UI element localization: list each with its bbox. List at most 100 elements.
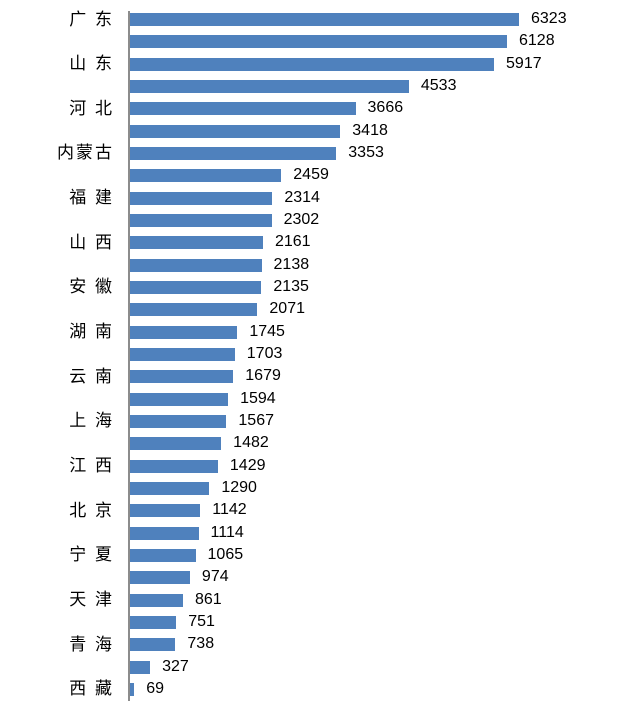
bar <box>130 258 262 272</box>
bar-row: 云 南 1679 <box>0 367 623 386</box>
bar-row: 751 <box>0 612 623 630</box>
category-label: 安 徽 <box>69 277 114 297</box>
bar <box>130 102 356 116</box>
bar-row: 1703 <box>0 344 623 362</box>
value-label: 69 <box>146 679 165 697</box>
bar <box>130 236 263 250</box>
bar-row: 3418 <box>0 121 623 139</box>
value-label: 1429 <box>229 456 266 474</box>
bar <box>130 660 151 674</box>
bar <box>130 370 234 384</box>
category-label: 湖 南 <box>69 322 114 342</box>
bar <box>130 414 227 428</box>
bar <box>130 303 258 317</box>
bar <box>130 124 341 138</box>
bar <box>130 571 190 585</box>
bar <box>130 280 262 294</box>
value-label: 2302 <box>283 210 320 228</box>
bar <box>130 57 494 71</box>
category-label: 云 南 <box>69 366 114 386</box>
bar-row: 湖 南 1745 <box>0 322 623 341</box>
value-label: 3418 <box>352 121 388 139</box>
value-label: 2161 <box>274 233 311 251</box>
value-label: 861 <box>194 590 222 608</box>
value-label: 1679 <box>245 367 281 385</box>
bar <box>130 638 176 652</box>
bar <box>130 35 507 49</box>
bar <box>130 615 177 629</box>
category-label: 宁 夏 <box>69 545 114 565</box>
category-label: 青 海 <box>69 634 114 654</box>
bar-row: 山 东 5917 <box>0 54 623 73</box>
value-label: 1745 <box>249 322 285 340</box>
value-label: 974 <box>201 568 229 586</box>
bar-row: 2302 <box>0 210 623 228</box>
bar-row: 西 藏 69 <box>0 679 623 698</box>
value-label: 4533 <box>420 76 457 94</box>
value-label: 3666 <box>367 99 404 117</box>
bar-row: 江 西 1429 <box>0 456 623 475</box>
bar <box>130 79 409 93</box>
bar-row: 2071 <box>0 300 623 318</box>
bar-row: 上 海 1567 <box>0 411 623 430</box>
bar-row: 1114 <box>0 524 623 541</box>
value-label: 1482 <box>233 434 269 452</box>
category-label: 山 东 <box>69 54 114 74</box>
value-label: 327 <box>162 657 189 675</box>
bar-row: 山 西 2161 <box>0 233 623 252</box>
value-label: 6128 <box>519 32 555 50</box>
category-label: 河 北 <box>69 98 114 118</box>
bar-row: 4533 <box>0 76 623 94</box>
category-label: 上 海 <box>69 411 114 431</box>
bar <box>130 325 238 339</box>
bar-row: 青 海 738 <box>0 635 623 654</box>
category-label: 山 西 <box>69 232 114 252</box>
bar-row: 宁 夏 1065 <box>0 545 623 564</box>
category-label: 天 津 <box>69 590 114 610</box>
bar <box>130 459 218 473</box>
value-label: 1703 <box>246 344 283 362</box>
value-label: 751 <box>188 612 215 630</box>
value-label: 2138 <box>273 255 310 273</box>
bar <box>130 481 210 495</box>
bar <box>130 146 337 160</box>
bar-row: 1482 <box>0 434 623 452</box>
value-label: 6323 <box>531 10 567 27</box>
bar <box>130 593 183 607</box>
value-label: 2071 <box>269 300 305 318</box>
bar <box>130 347 235 361</box>
bar-row: 2459 <box>0 166 623 184</box>
value-label: 1594 <box>240 389 276 407</box>
category-label: 北 京 <box>69 500 114 520</box>
bar-row: 6128 <box>0 32 623 50</box>
bar-row: 内蒙古 3353 <box>0 143 623 162</box>
bar <box>130 526 199 540</box>
value-label: 1290 <box>221 478 257 496</box>
value-label: 2314 <box>284 188 320 206</box>
bar-row: 广 东 6323 <box>0 10 623 29</box>
value-label: 2135 <box>273 277 309 295</box>
bar <box>130 213 272 227</box>
bar <box>130 191 273 205</box>
bar <box>130 13 519 26</box>
value-label: 2459 <box>293 166 329 184</box>
bar <box>130 548 196 562</box>
bar-row: 974 <box>0 568 623 586</box>
bar-row: 天 津 861 <box>0 590 623 609</box>
bar-row: 327 <box>0 657 623 675</box>
value-label: 1142 <box>212 501 247 519</box>
bar <box>130 504 201 518</box>
value-label: 5917 <box>506 54 542 72</box>
value-label: 1065 <box>207 545 244 563</box>
bar <box>130 682 135 696</box>
bar <box>130 392 229 406</box>
bar <box>130 437 222 451</box>
bar-row: 河 北 3666 <box>0 99 623 118</box>
value-label: 738 <box>187 635 215 653</box>
category-label: 福 建 <box>69 188 114 208</box>
value-label: 1567 <box>238 411 274 429</box>
bar-row: 1594 <box>0 389 623 407</box>
category-label: 江 西 <box>69 456 114 476</box>
value-label: 3353 <box>348 143 384 161</box>
